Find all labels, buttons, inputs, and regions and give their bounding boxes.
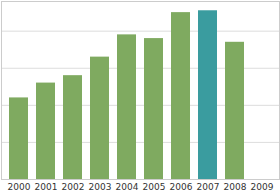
svg-text:2000: 2000 [8, 182, 31, 192]
svg-text:2008: 2008 [224, 182, 247, 192]
svg-text:2003: 2003 [89, 182, 112, 192]
svg-text:2007: 2007 [197, 182, 220, 192]
svg-text:2001: 2001 [35, 182, 58, 192]
svg-text:2002: 2002 [62, 182, 85, 192]
svg-text:2005: 2005 [143, 182, 166, 192]
svg-text:2006: 2006 [170, 182, 193, 192]
svg-text:2004: 2004 [116, 182, 139, 192]
svg-text:2009: 2009 [251, 182, 274, 192]
